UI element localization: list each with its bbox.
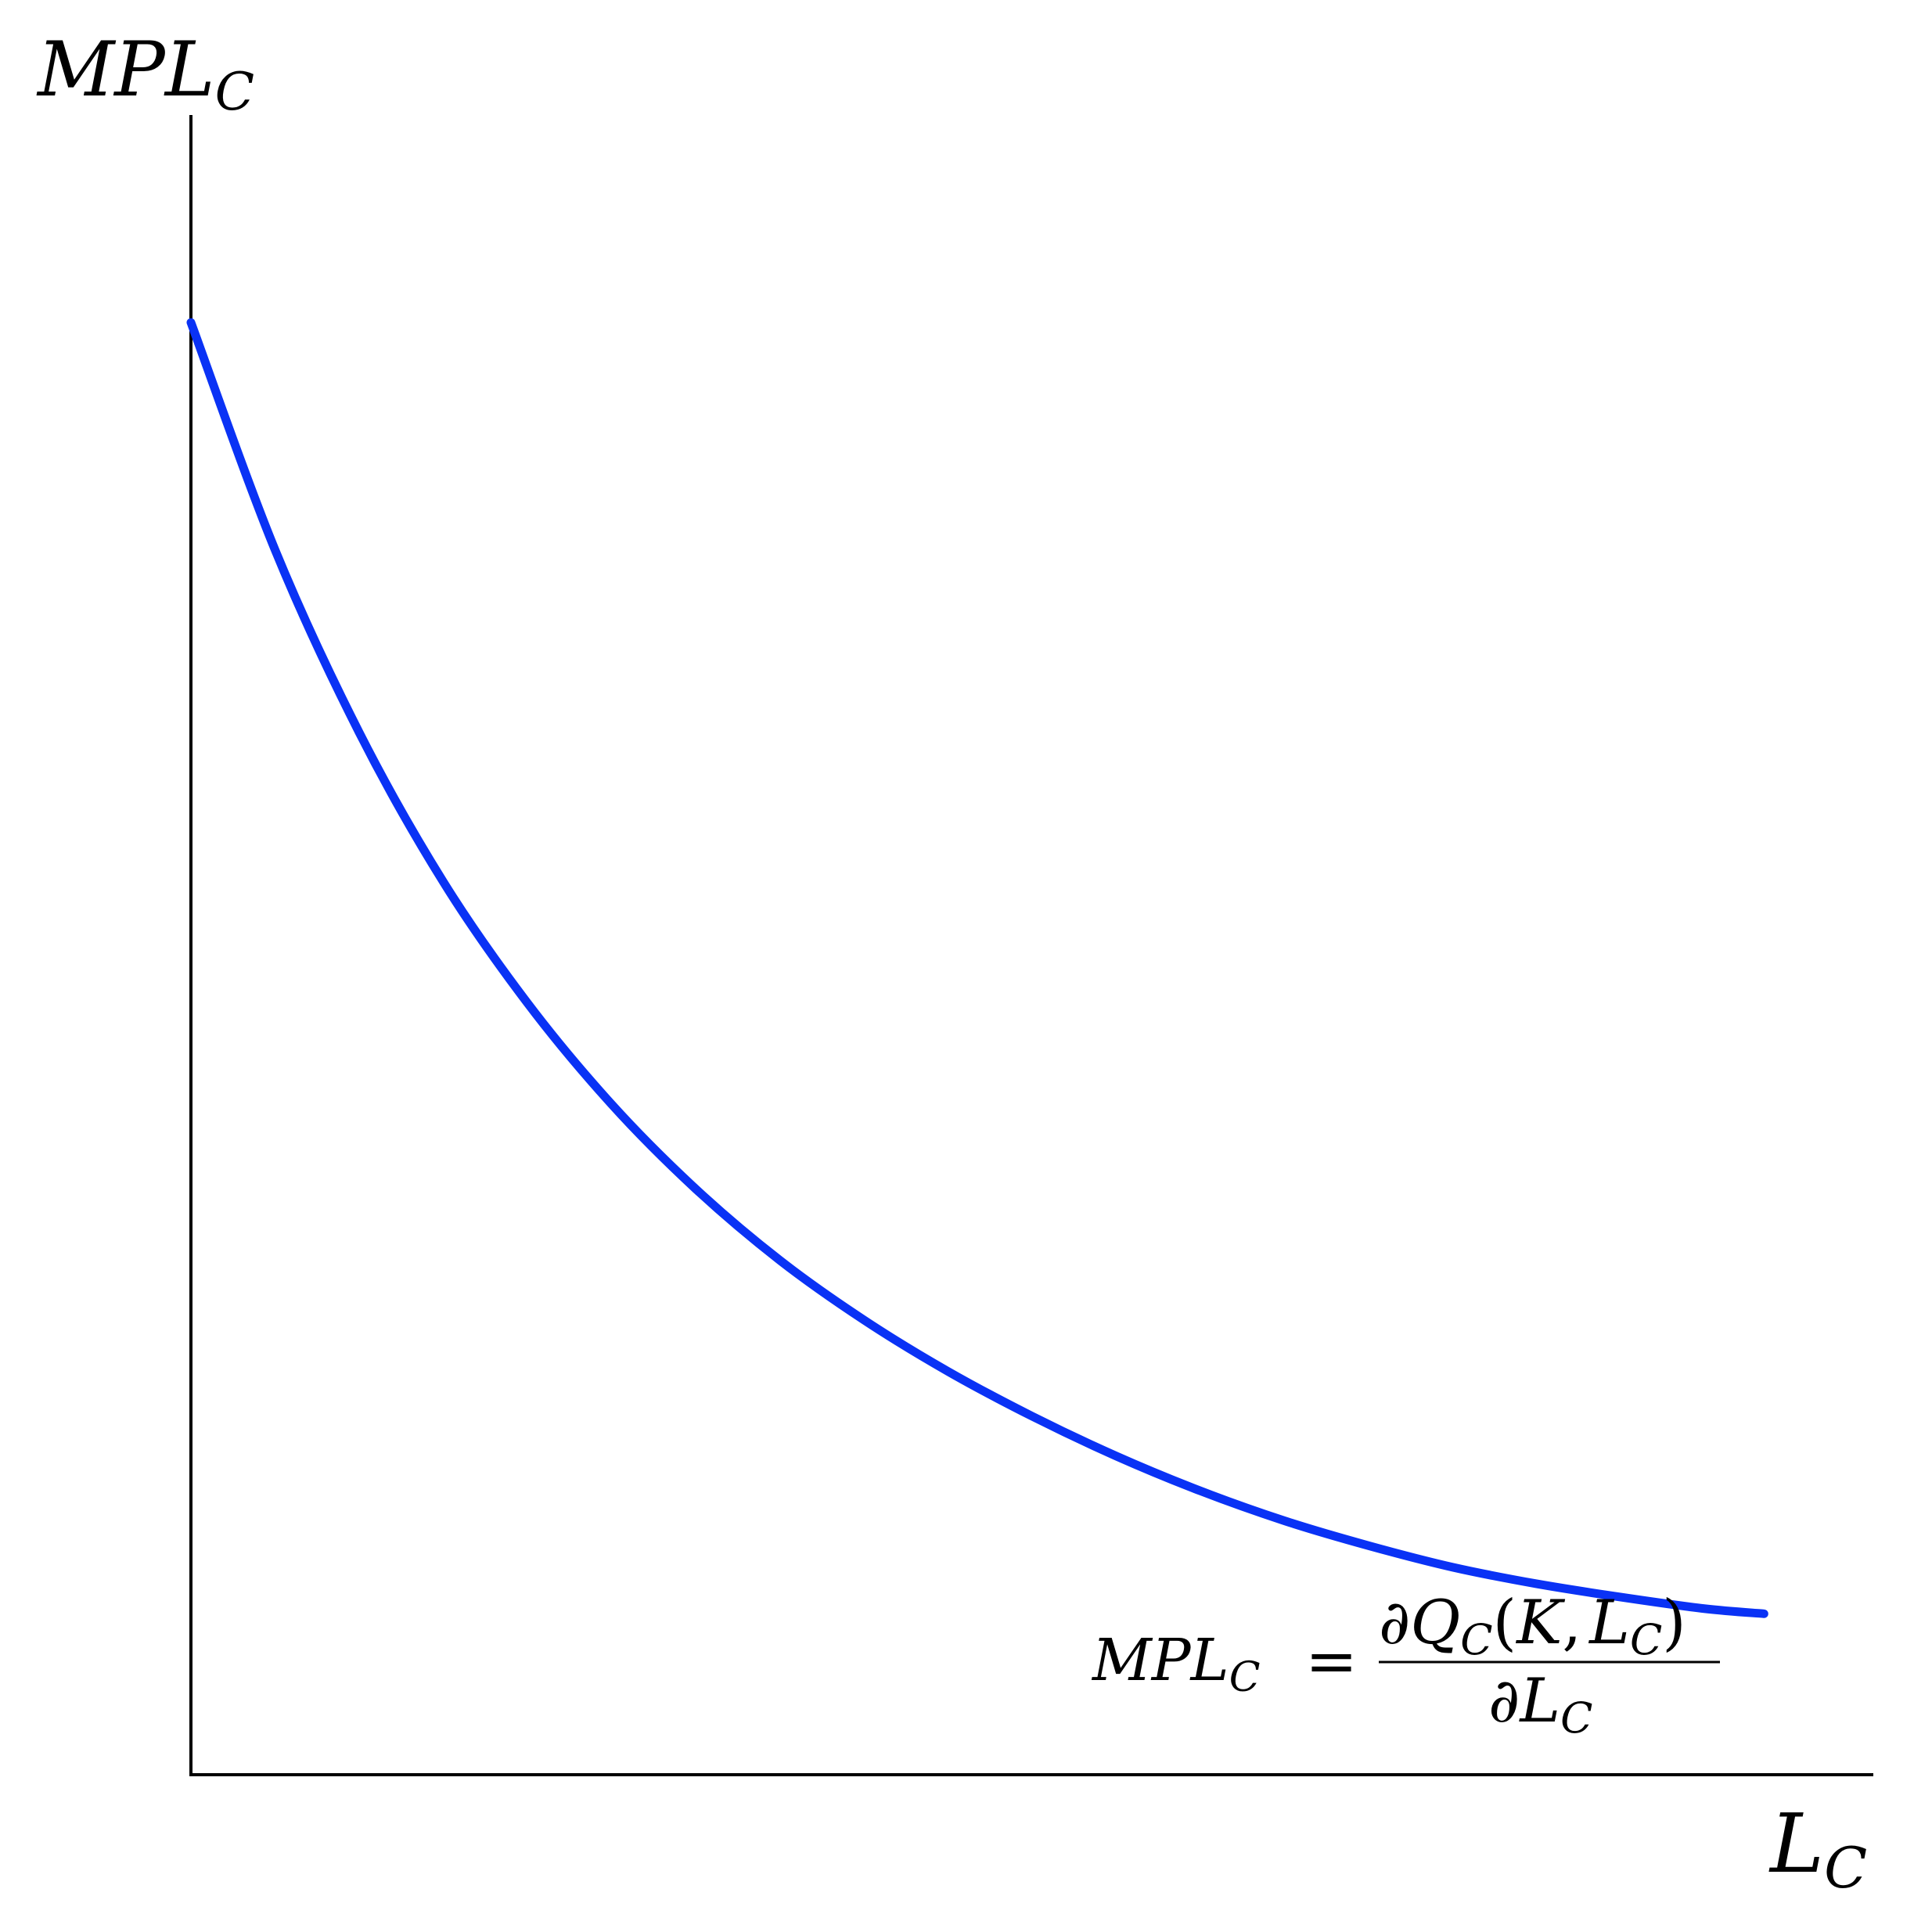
formula-lhs: MPLC — [1091, 1627, 1261, 1701]
mpl-curve-line — [186, 318, 1768, 1618]
mpl-formula: MPLC = ∂QC(K, LC) ∂LC — [1091, 1588, 1720, 1743]
x-axis-label: LC — [1768, 1796, 1867, 1901]
formula-numerator: ∂QC(K, LC) — [1379, 1588, 1686, 1664]
formula-denominator: ∂LC — [1488, 1666, 1592, 1743]
formula-equals: = — [1305, 1624, 1358, 1697]
y-axis-label: MPLC — [36, 26, 254, 122]
